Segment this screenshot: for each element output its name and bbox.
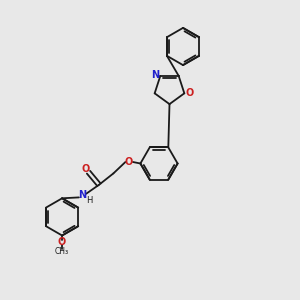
Text: O: O (125, 157, 133, 167)
Text: O: O (81, 164, 90, 174)
Text: CH₃: CH₃ (55, 247, 69, 256)
Text: O: O (185, 88, 194, 98)
Text: N: N (78, 190, 87, 200)
Text: H: H (86, 196, 93, 205)
Text: O: O (58, 237, 66, 247)
Text: N: N (151, 70, 159, 80)
